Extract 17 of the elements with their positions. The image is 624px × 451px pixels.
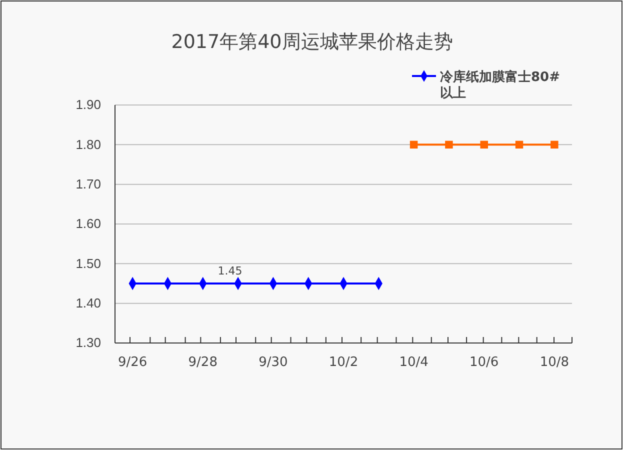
y-tick-label: 1.60 — [76, 216, 101, 232]
x-tick-label: 9/28 — [188, 355, 218, 370]
y-tick-label: 1.50 — [76, 256, 101, 271]
y-tick-label: 1.90 — [76, 97, 101, 112]
x-tick-label: 9/30 — [258, 355, 288, 370]
chart-title: 2017年第40周运城苹果价格走势 — [171, 31, 453, 53]
y-tick-label: 1.80 — [76, 136, 101, 152]
y-tick-label: 1.30 — [76, 335, 101, 350]
x-tick-label: 10/8 — [540, 355, 570, 370]
x-tick-label: 9/26 — [118, 355, 148, 370]
data-label: 1.45 — [218, 264, 242, 278]
x-tick-label: 10/4 — [399, 355, 428, 370]
x-tick-label: 10/2 — [328, 355, 358, 370]
legend-label: 冷库纸加膜富士80#以上 — [440, 69, 560, 101]
y-tick-label: 1.40 — [76, 295, 101, 310]
x-tick-label: 10/6 — [470, 355, 499, 370]
y-tick-label: 1.70 — [76, 176, 101, 192]
